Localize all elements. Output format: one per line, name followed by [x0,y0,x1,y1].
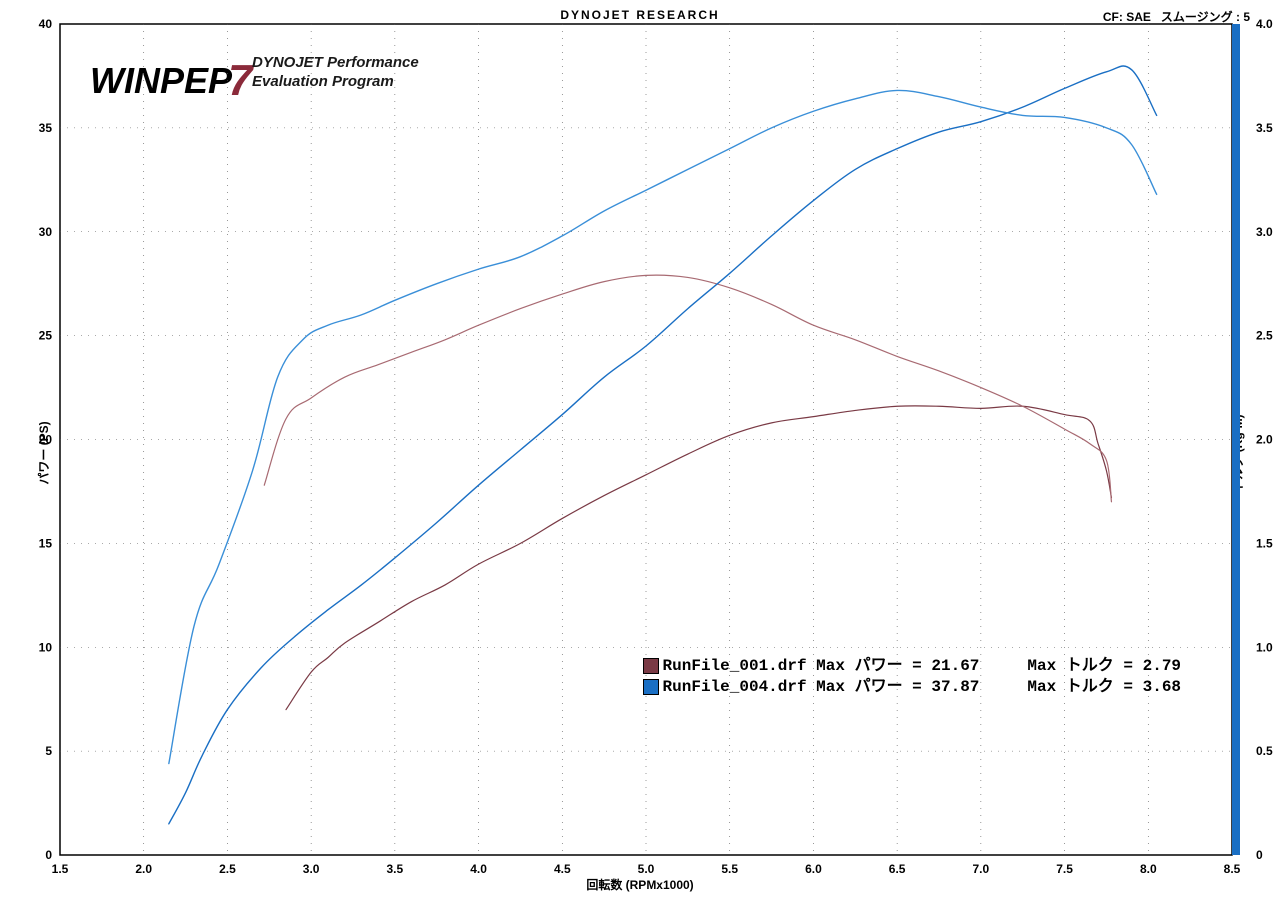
svg-text:5.5: 5.5 [721,862,738,876]
svg-text:1.5: 1.5 [1256,536,1273,550]
svg-text:4.5: 4.5 [554,862,571,876]
legend-row-2: RunFile_004.drf Max パワー = 37.87 Max トルク … [604,654,1181,714]
svg-text:0: 0 [45,848,52,862]
svg-text:8.5: 8.5 [1224,862,1241,876]
svg-text:7.5: 7.5 [1056,862,1073,876]
legend-swatch-2 [643,679,659,695]
svg-text:3.0: 3.0 [1256,225,1273,239]
svg-text:1.0: 1.0 [1256,640,1273,654]
svg-text:25: 25 [39,329,53,343]
svg-text:6.0: 6.0 [805,862,822,876]
svg-text:1.5: 1.5 [52,862,69,876]
svg-text:3.0: 3.0 [303,862,320,876]
svg-text:2.5: 2.5 [1256,329,1273,343]
svg-text:30: 30 [39,225,53,239]
svg-text:35: 35 [39,121,53,135]
svg-text:2.5: 2.5 [219,862,236,876]
svg-text:8.0: 8.0 [1140,862,1157,876]
chart-canvas: 1.5 2.0 2.5 3.0 3.5 4.0 4.5 5.0 5.5 6.0 6.5 7.0 7.5 8… [0,0,1280,905]
svg-text:0: 0 [1256,848,1263,862]
svg-text:10: 10 [39,640,53,654]
svg-text:2.0: 2.0 [135,862,152,876]
dyno-chart-page: DYNOJET RESEARCH CF: SAE スムージング : 5 パワー … [0,0,1280,905]
svg-text:0.5: 0.5 [1256,744,1273,758]
svg-text:4.0: 4.0 [1256,17,1273,31]
svg-text:6.5: 6.5 [889,862,906,876]
svg-text:20: 20 [39,433,53,447]
svg-text:5.0: 5.0 [638,862,655,876]
legend-text-2: RunFile_004.drf Max パワー = 37.87 Max トルク … [663,678,1181,696]
svg-text:7.0: 7.0 [973,862,990,876]
svg-text:4.0: 4.0 [470,862,487,876]
svg-text:40: 40 [39,17,53,31]
svg-text:5: 5 [45,744,52,758]
svg-text:3.5: 3.5 [1256,121,1273,135]
svg-text:15: 15 [39,536,53,550]
svg-text:2.0: 2.0 [1256,433,1273,447]
svg-text:3.5: 3.5 [387,862,404,876]
